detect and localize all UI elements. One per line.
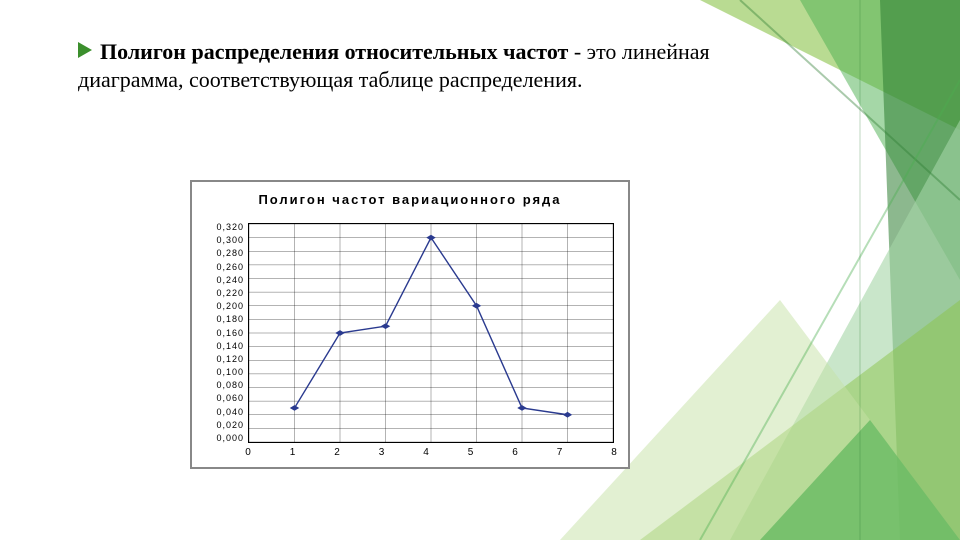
bullet-icon [78,42,92,58]
chart-y-tick-label: 0,120 [200,355,244,364]
chart-y-tick-label: 0,100 [200,368,244,377]
chart-y-tick-label: 0,200 [200,302,244,311]
chart-x-tick-label: 0 [243,447,253,463]
chart-y-tick-label: 0,320 [200,223,244,232]
chart-title: Полигон частот вариационного ряда [192,182,628,213]
chart-x-tick-label: 3 [377,447,387,463]
chart-y-tick-label: 0,180 [200,315,244,324]
chart-y-tick-label: 0,140 [200,342,244,351]
chart-svg [249,224,613,442]
heading-block: Полигон распределения относительных част… [78,38,728,93]
chart-y-tick-label: 0,240 [200,276,244,285]
chart-x-tick-label: 6 [510,447,520,463]
chart-y-tick-label: 0,040 [200,408,244,417]
chart-y-tick-label: 0,260 [200,263,244,272]
chart-y-tick-label: 0,220 [200,289,244,298]
chart-y-tick-label: 0,020 [200,421,244,430]
chart-y-tick-label: 0,080 [200,381,244,390]
heading-bold: Полигон распределения относительных част… [100,39,568,64]
chart-x-labels: 012345678 [248,447,614,463]
chart-container: Полигон частот вариационного ряда 0,3200… [190,180,630,469]
chart-y-tick-label: 0,300 [200,236,244,245]
chart-x-tick-label: 8 [609,447,619,463]
chart-y-labels: 0,320 0,300 0,280 0,260 0,240 0,220 0,200 0,180… [200,223,244,443]
chart-x-tick-label: 2 [332,447,342,463]
chart-x-tick-label: 4 [421,447,431,463]
chart-x-tick-label: 1 [288,447,298,463]
chart-plot-area [248,223,614,443]
chart-y-tick-label: 0,280 [200,249,244,258]
chart-y-tick-label: 0,160 [200,329,244,338]
chart-x-tick-label: 5 [466,447,476,463]
chart-y-tick-label: 0,000 [200,434,244,443]
chart-x-tick-label: 7 [555,447,565,463]
chart-y-tick-label: 0,060 [200,394,244,403]
